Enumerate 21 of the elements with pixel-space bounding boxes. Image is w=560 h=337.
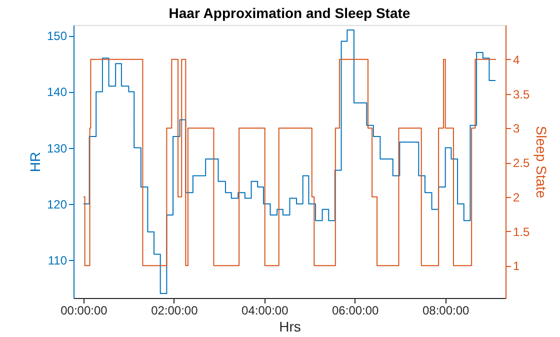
- y2-tick-label: 2: [513, 190, 520, 204]
- x-tick-label: 02:00:00: [151, 304, 198, 318]
- x-tick-label: 06:00:00: [332, 304, 380, 318]
- y-tick-label: 150: [46, 29, 68, 44]
- y2-tick-label: 1: [513, 259, 520, 274]
- y2-tick-label: 4: [513, 52, 520, 67]
- chart-title: Haar Approximation and Sleep State: [168, 5, 410, 21]
- y2-axis-title: Sleep State: [534, 126, 550, 198]
- x-tick-label: 00:00:00: [60, 304, 108, 318]
- x-tick-label: 08:00:00: [422, 304, 470, 318]
- y-tick-label: 120: [46, 197, 68, 212]
- y-tick-label: 140: [46, 85, 68, 100]
- y2-tick-label: 3.5: [513, 87, 530, 102]
- x-axis-title: Hrs: [279, 318, 301, 334]
- y-tick-label: 130: [46, 141, 68, 156]
- y2-tick-label: 2.5: [513, 156, 530, 170]
- y2-tick-label: 3: [513, 122, 520, 136]
- y-axis-title: HR: [26, 152, 43, 172]
- y-tick-label: 110: [48, 253, 68, 268]
- x-tick-label: 04:00:00: [242, 304, 289, 318]
- y2-tick-label: 1.5: [513, 224, 530, 239]
